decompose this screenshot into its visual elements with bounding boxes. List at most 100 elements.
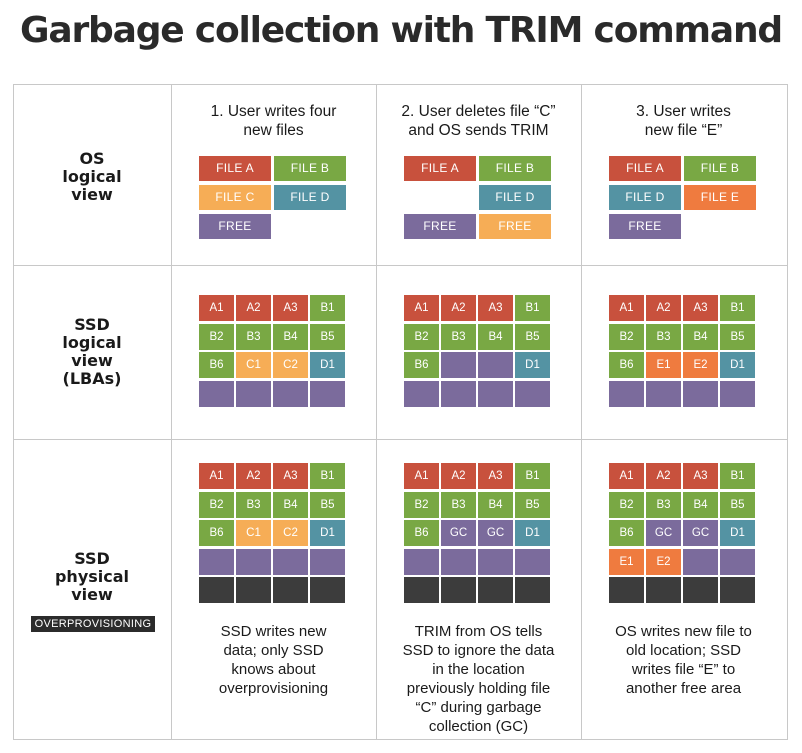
lba-block-cell: A3 bbox=[683, 295, 718, 321]
physical-block-empty-cell bbox=[236, 548, 271, 575]
physical-block-cell: C2 bbox=[273, 520, 308, 546]
physical-block-empty-cell bbox=[515, 548, 550, 575]
os-file-block: FREE bbox=[609, 214, 681, 239]
lba-block-cell: B1 bbox=[720, 295, 755, 321]
lba-block-cell: B1 bbox=[310, 295, 345, 321]
lba-block-cell: A2 bbox=[646, 295, 681, 321]
lba-block-cell: C2 bbox=[273, 352, 308, 378]
column-caption-step-2: TRIM from OS tells SSD to ignore the data… bbox=[402, 623, 555, 735]
lba-block-cell: E1 bbox=[646, 352, 681, 378]
physical-block-cell: A1 bbox=[609, 463, 644, 489]
lba-block-cell: B1 bbox=[515, 295, 550, 321]
physical-block-empty-cell bbox=[683, 577, 718, 603]
physical-block-cell: GC bbox=[441, 520, 476, 546]
lba-block-empty-cell bbox=[609, 380, 644, 407]
physical-block-cell: B6 bbox=[199, 520, 234, 546]
lba-block-empty-cell bbox=[441, 352, 476, 378]
lba-block-cell: B2 bbox=[404, 323, 439, 350]
physical-block-empty-cell bbox=[404, 577, 439, 603]
column-heading-step-2: 2. User deletes file “C” and OS sends TRI… bbox=[401, 103, 556, 139]
physical-block-cell: B3 bbox=[236, 491, 271, 518]
overprovisioning-badge: OVERPROVISIONING bbox=[31, 616, 155, 632]
physical-block-cell: GC bbox=[646, 520, 681, 546]
lba-block-cell: D1 bbox=[310, 352, 345, 378]
physical-block-cell: E2 bbox=[646, 548, 681, 575]
physical-block-cell: A1 bbox=[404, 463, 439, 489]
physical-block-empty-cell bbox=[720, 548, 755, 575]
os-file-block: FILE B bbox=[274, 156, 346, 181]
physical-block-cell: A3 bbox=[273, 463, 308, 489]
lba-block-empty-cell bbox=[478, 352, 513, 378]
physical-block-cell: D1 bbox=[720, 520, 755, 546]
lba-block-cell: B5 bbox=[720, 323, 755, 350]
lba-block-empty-cell bbox=[646, 380, 681, 407]
lba-block-cell: B3 bbox=[236, 323, 271, 350]
physical-block-empty-cell bbox=[646, 577, 681, 603]
column-caption-step-3: OS writes new file to old location; SSD wr… bbox=[615, 623, 752, 697]
row-label-ssd-logical-view: SSD logical view (LBAs) bbox=[62, 315, 122, 388]
os-file-block: FILE A bbox=[199, 156, 271, 181]
row-divider bbox=[14, 265, 787, 266]
column-caption-step-1: SSD writes new data; only SSD knows about o… bbox=[218, 623, 329, 697]
lba-block-empty-cell bbox=[683, 380, 718, 407]
lba-block-cell: D1 bbox=[720, 352, 755, 378]
diagram-title: Garbage collection with TRIM command bbox=[20, 10, 783, 51]
lba-block-empty-cell bbox=[273, 380, 308, 407]
physical-block-empty-cell bbox=[478, 548, 513, 575]
physical-block-empty-cell bbox=[720, 577, 755, 603]
lba-block-cell: B6 bbox=[404, 352, 439, 378]
physical-block-empty-cell bbox=[199, 577, 234, 603]
lba-block-cell: A3 bbox=[478, 295, 513, 321]
os-file-block: FILE D bbox=[479, 185, 551, 210]
physical-block-cell: B6 bbox=[609, 520, 644, 546]
physical-block-empty-cell bbox=[515, 577, 550, 603]
physical-block-empty-cell bbox=[236, 577, 271, 603]
physical-block-empty-cell bbox=[478, 577, 513, 603]
column-divider bbox=[581, 85, 582, 739]
physical-block-empty-cell bbox=[441, 548, 476, 575]
physical-block-empty-cell bbox=[404, 548, 439, 575]
os-file-block: FILE D bbox=[609, 185, 681, 210]
column-divider bbox=[171, 85, 172, 739]
physical-block-cell: A2 bbox=[646, 463, 681, 489]
physical-block-cell: D1 bbox=[515, 520, 550, 546]
lba-block-cell: B6 bbox=[609, 352, 644, 378]
physical-block-cell: B4 bbox=[683, 491, 718, 518]
lba-block-cell: B5 bbox=[310, 323, 345, 350]
lba-block-cell: E2 bbox=[683, 352, 718, 378]
os-file-block: FREE bbox=[199, 214, 271, 239]
lba-block-cell: B3 bbox=[441, 323, 476, 350]
lba-block-cell: B2 bbox=[609, 323, 644, 350]
lba-block-cell: B4 bbox=[478, 323, 513, 350]
physical-block-cell: A2 bbox=[441, 463, 476, 489]
os-file-block: FREE bbox=[479, 214, 551, 239]
lba-block-empty-cell bbox=[199, 380, 234, 407]
os-file-block: FILE B bbox=[479, 156, 551, 181]
physical-block-cell: B3 bbox=[441, 491, 476, 518]
physical-block-cell: B3 bbox=[646, 491, 681, 518]
physical-block-cell: A3 bbox=[478, 463, 513, 489]
physical-block-cell: A2 bbox=[236, 463, 271, 489]
lba-block-empty-cell bbox=[478, 380, 513, 407]
os-file-block: FILE C bbox=[199, 185, 271, 210]
lba-block-empty-cell bbox=[441, 380, 476, 407]
lba-block-cell: B4 bbox=[683, 323, 718, 350]
lba-block-cell: B4 bbox=[273, 323, 308, 350]
physical-block-cell: B2 bbox=[609, 491, 644, 518]
physical-block-cell: B4 bbox=[478, 491, 513, 518]
row-label-os-logical-view: OS logical view bbox=[62, 149, 122, 204]
os-file-block: FILE D bbox=[274, 185, 346, 210]
lba-block-cell: A2 bbox=[236, 295, 271, 321]
physical-block-cell: A1 bbox=[199, 463, 234, 489]
lba-block-cell: A1 bbox=[609, 295, 644, 321]
lba-block-cell: B5 bbox=[515, 323, 550, 350]
physical-block-empty-cell bbox=[683, 548, 718, 575]
lba-block-empty-cell bbox=[310, 380, 345, 407]
lba-block-empty-cell bbox=[404, 380, 439, 407]
physical-block-cell: B6 bbox=[404, 520, 439, 546]
row-label-ssd-physical-view: SSD physical view bbox=[54, 549, 130, 604]
lba-block-cell: A2 bbox=[441, 295, 476, 321]
physical-block-cell: D1 bbox=[310, 520, 345, 546]
physical-block-empty-cell bbox=[310, 577, 345, 603]
column-divider bbox=[376, 85, 377, 739]
